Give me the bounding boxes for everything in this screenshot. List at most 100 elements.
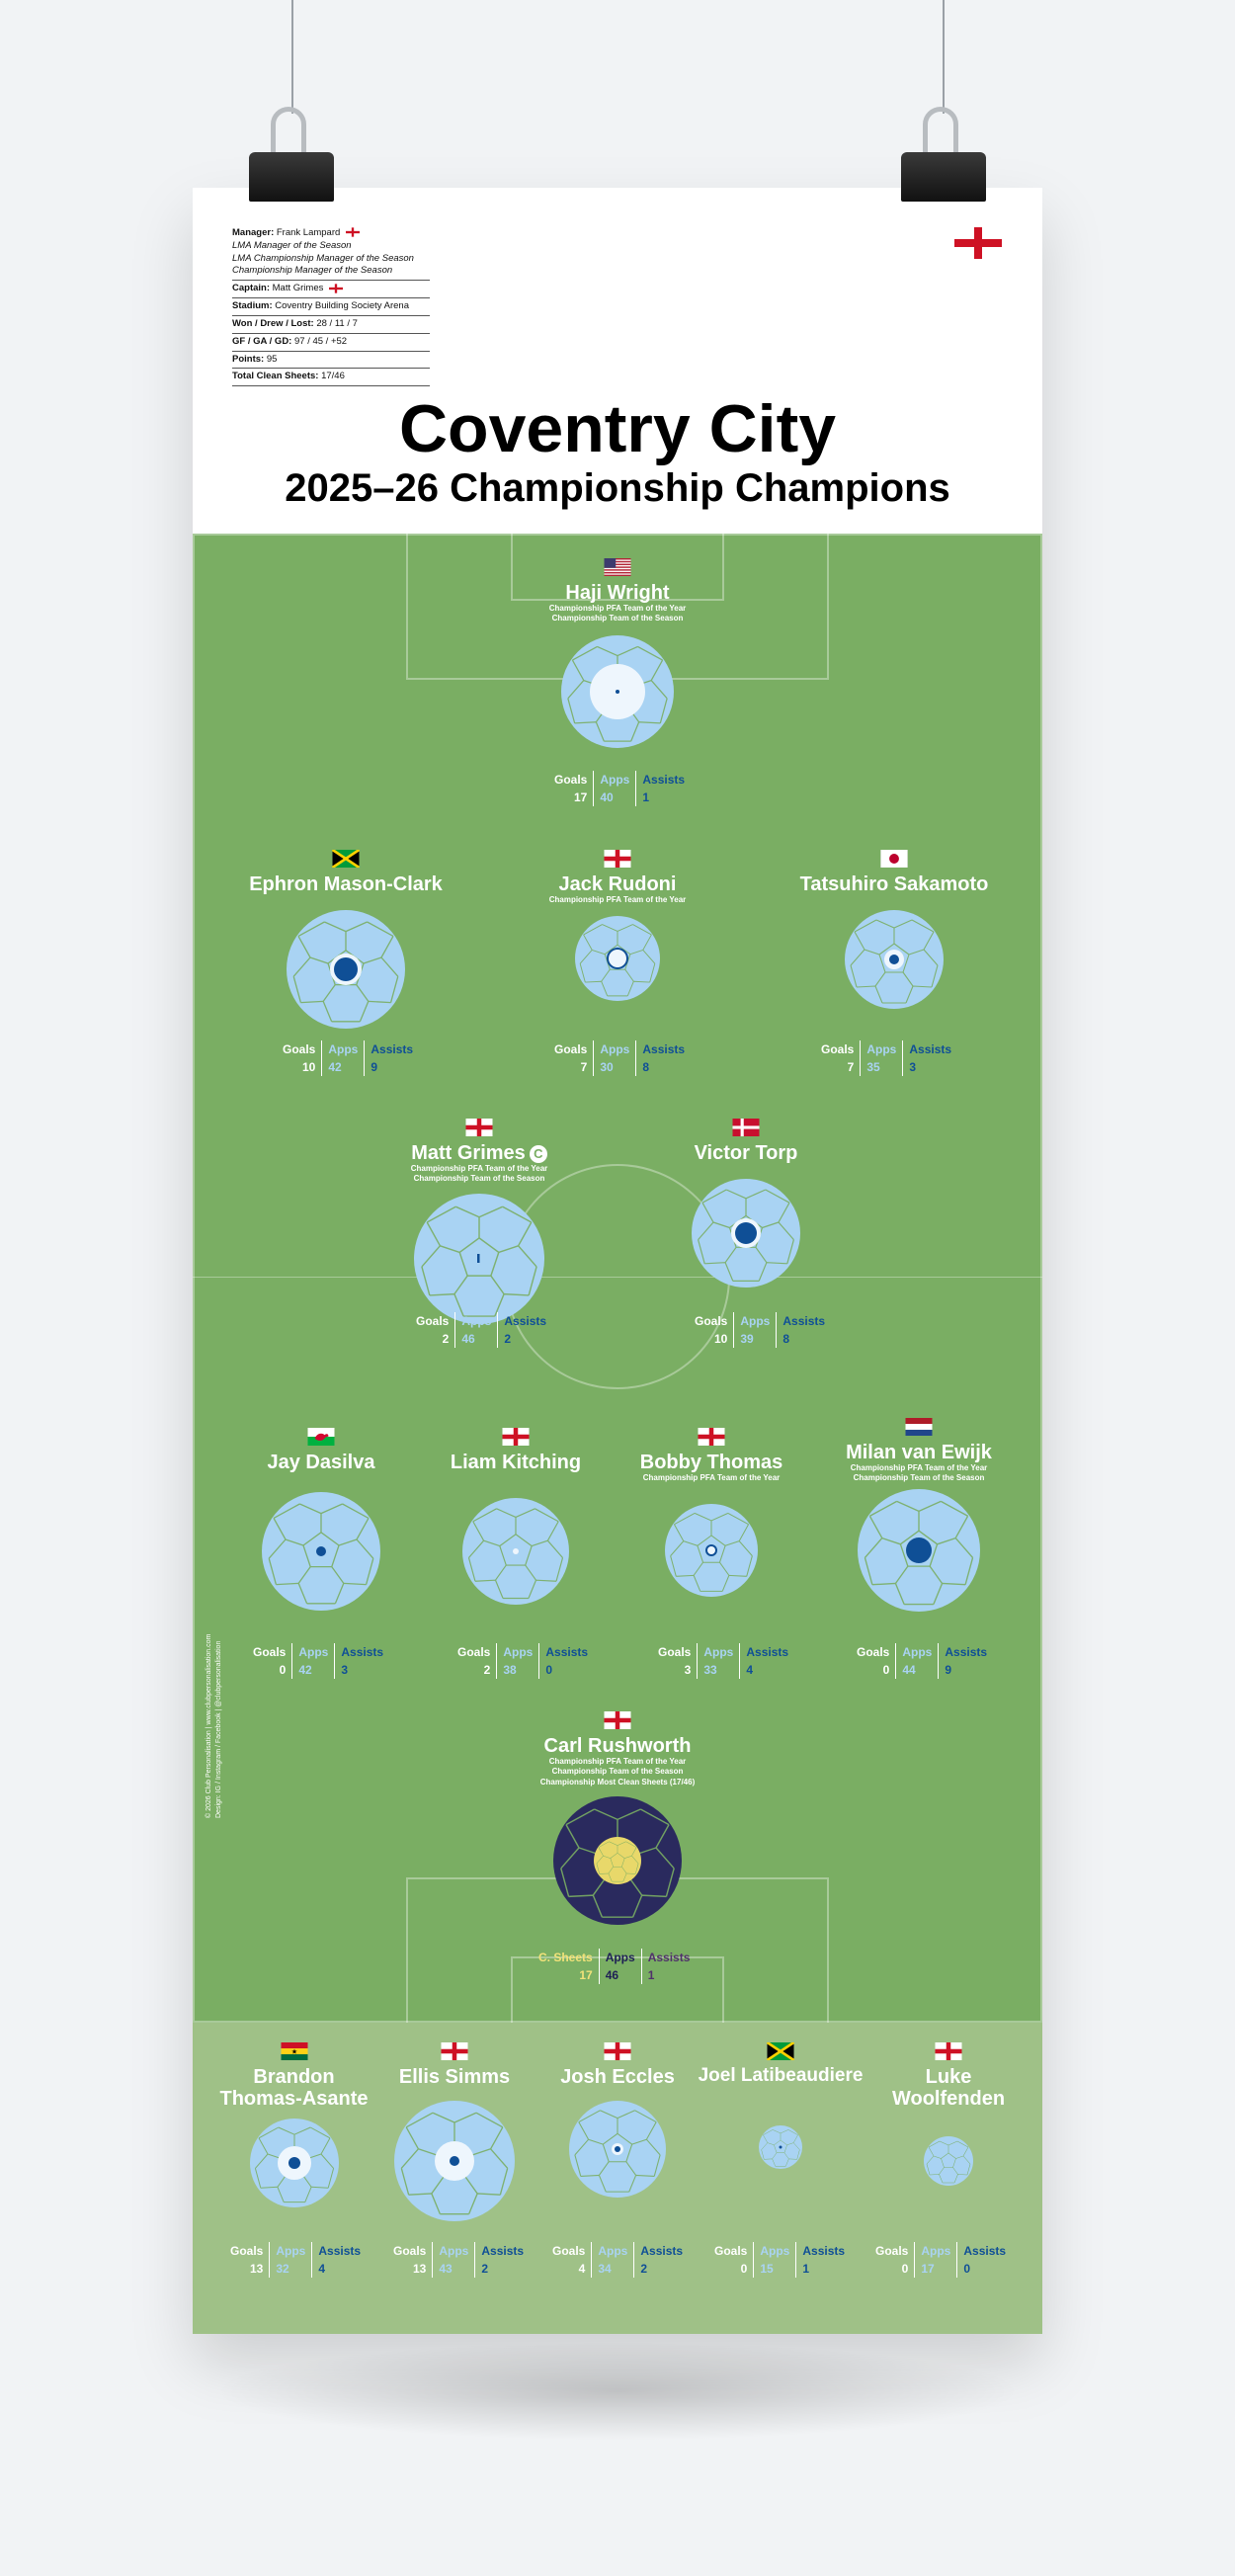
- assists-value: 3: [909, 1060, 917, 1074]
- football-icon: [924, 2136, 973, 2186]
- goals-col: Goals 17: [548, 771, 593, 806]
- goals-col: Goals 13: [224, 2242, 269, 2278]
- apps-label: Apps: [600, 1042, 630, 1056]
- player-name: Josh Eccles: [560, 2066, 675, 2088]
- apps-col: Apps 35: [860, 1040, 902, 1076]
- player-carl-rushworth: Carl Rushworth Championship PFA Team of …: [489, 1711, 746, 1926]
- england-flag-icon: [502, 1428, 530, 1446]
- player-stats: Goals 7 Apps 30 Assists 8: [548, 1040, 691, 1076]
- bottom-six-yard-box: [511, 1956, 724, 2023]
- assists-label: Assists: [647, 1951, 691, 1964]
- assists-value: 8: [642, 1060, 650, 1074]
- manager-award: LMA Manager of the Season: [232, 239, 352, 251]
- assists-col: Assists 4: [311, 2242, 367, 2278]
- goals-label: Goals: [552, 2244, 586, 2258]
- player-name: Tatsuhiro Sakamoto: [799, 873, 989, 895]
- player-stats: Goals 2 Apps 46 Assists 2: [410, 1312, 552, 1348]
- assists-label: Assists: [642, 773, 686, 787]
- apps-col: Apps 43: [432, 2242, 474, 2278]
- football-icon: [759, 2124, 802, 2169]
- player-stats: Goals 17 Apps 40 Assists 1: [548, 771, 691, 806]
- record-value: 28 / 11 / 7: [316, 317, 358, 329]
- apps-col: Apps 46: [454, 1312, 497, 1348]
- goals-value: 4: [578, 2262, 586, 2276]
- assists-col: Assists 1: [640, 1949, 697, 1984]
- player-name: Liam Kitching: [450, 1452, 582, 1473]
- jamaica-flag-icon: [332, 850, 360, 868]
- player-stats: Goals 0 Apps 15 Assists 1: [708, 2242, 851, 2278]
- goals-label: Goals: [416, 1314, 450, 1328]
- apps-col: Apps 44: [895, 1643, 938, 1679]
- assists-col: Assists 2: [474, 2242, 530, 2278]
- apps-col: Apps 38: [496, 1643, 538, 1679]
- assists-label: Assists: [370, 1042, 414, 1056]
- goals-col: Goals 0: [851, 1643, 895, 1679]
- goals-label: Goals: [283, 1042, 316, 1056]
- wales-flag-icon: [307, 1428, 335, 1446]
- apps-label: Apps: [328, 1042, 359, 1056]
- assists-label: Assists: [642, 1042, 686, 1056]
- apps-value: 42: [298, 1663, 312, 1677]
- player-name: Joel Latibeaudiere: [698, 2065, 864, 2086]
- assists-value: 2: [481, 2262, 489, 2276]
- floor-shadow: [212, 2342, 1023, 2441]
- goalkeeper-ball-icon: [553, 1796, 682, 1926]
- jamaica-flag-icon: [767, 2042, 794, 2060]
- credits-line: Design: IG / Instagram / Facebook | @clu…: [214, 1640, 222, 1818]
- assists-col: Assists 1: [635, 771, 691, 806]
- player-stats: Goals 0 Apps 42 Assists 3: [247, 1643, 389, 1679]
- apps-label: Apps: [461, 1314, 492, 1328]
- goals-col: Goals 10: [277, 1040, 321, 1076]
- pitch: Haji Wright Championship PFA Team of the…: [193, 534, 1042, 2023]
- manager-award: Championship Manager of the Season: [232, 265, 393, 277]
- credits-line: © 2026 Club Personalisation | www.clubpe…: [206, 1633, 212, 1818]
- substitutes-area: Brandon Thomas-Asante Goals 13 Apps 32 Ass…: [193, 2023, 1042, 2334]
- assists-col: Assists 0: [538, 1643, 594, 1679]
- england-flag-icon: [604, 1711, 631, 1729]
- assists-value: 1: [802, 2262, 810, 2276]
- football-icon: [575, 916, 660, 1002]
- football-icon: [692, 1179, 800, 1288]
- goals-col: Goals 0: [708, 2242, 753, 2278]
- goals-value: 17: [574, 790, 588, 804]
- goals-col: Goals 7: [548, 1040, 593, 1076]
- denmark-flag-icon: [732, 1119, 760, 1136]
- clean-sheets-label: C. Sheets: [538, 1951, 593, 1964]
- manager-label: Manager:: [232, 227, 275, 238]
- points-label: Points:: [232, 353, 265, 365]
- hanging-wire-right: [943, 0, 945, 114]
- goals-label: Goals: [554, 773, 588, 787]
- player-stats: Goals 13 Apps 32 Assists 4: [224, 2242, 367, 2278]
- goals-label: Goals: [821, 1042, 855, 1056]
- points-row: Points: 95: [232, 352, 430, 370]
- player-stats: Goals 10 Apps 39 Assists 8: [689, 1312, 831, 1348]
- player-award: Championship Team of the Season: [551, 1767, 684, 1777]
- assists-label: Assists: [640, 2244, 684, 2258]
- binder-clip-left: [249, 107, 334, 202]
- player-stats: Goals 13 Apps 43 Assists 2: [387, 2242, 530, 2278]
- player-victor-torp: Victor Torp: [657, 1119, 835, 1288]
- assists-label: Assists: [802, 2244, 846, 2258]
- player-joel-latibeaudiere: Joel Latibeaudiere: [692, 2042, 869, 2170]
- england-flag-icon: [698, 1428, 725, 1446]
- apps-value: 32: [276, 2262, 289, 2276]
- apps-value: 42: [328, 1060, 342, 1074]
- player-name: Luke: [925, 2066, 972, 2088]
- football-icon: [414, 1193, 544, 1324]
- apps-value: 46: [461, 1332, 475, 1346]
- player-stats: Goals 0 Apps 17 Assists 0: [869, 2242, 1012, 2278]
- apps-col: Apps 42: [291, 1643, 334, 1679]
- goals-value: 10: [714, 1332, 728, 1346]
- football-icon: [462, 1498, 569, 1605]
- apps-label: Apps: [760, 2244, 790, 2258]
- player-ephron-mason-clark: Ephron Mason-Clark: [212, 850, 479, 1030]
- binder-clip-right: [901, 107, 986, 202]
- player-name: Victor Torp: [694, 1142, 798, 1164]
- apps-col: Apps 34: [591, 2242, 633, 2278]
- assists-label: Assists: [746, 1645, 789, 1659]
- player-name: Ephron Mason-Clark: [249, 873, 443, 895]
- apps-value: 40: [600, 790, 614, 804]
- goals-col: Goals 2: [452, 1643, 496, 1679]
- player-josh-eccles: Josh Eccles: [543, 2042, 692, 2199]
- player-name: Brandon: [253, 2066, 335, 2088]
